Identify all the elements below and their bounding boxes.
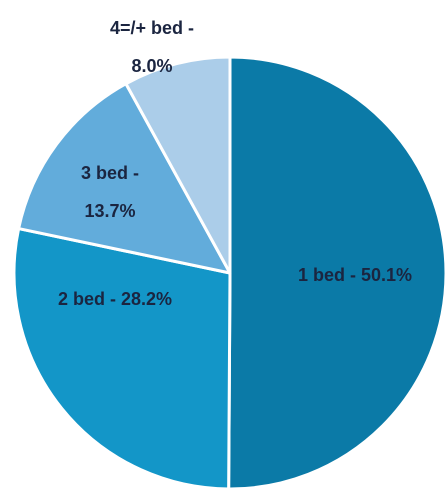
pie-slice bbox=[227, 55, 447, 491]
data-label: 2 bed - 28.2% bbox=[58, 289, 172, 309]
pie-slice bbox=[17, 82, 232, 275]
data-label: 4=/+ bed - bbox=[110, 18, 194, 38]
pie-slice bbox=[124, 55, 232, 275]
data-label: 8.0% bbox=[131, 56, 172, 76]
data-label: 1 bed - 50.1% bbox=[298, 265, 412, 285]
data-label: 13.7% bbox=[84, 201, 135, 221]
pie-slice bbox=[12, 227, 232, 491]
data-label: 3 bed - bbox=[81, 163, 139, 183]
